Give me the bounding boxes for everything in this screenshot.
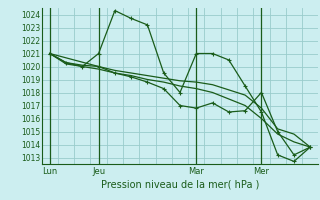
X-axis label: Pression niveau de la mer( hPa ): Pression niveau de la mer( hPa ): [101, 180, 259, 190]
